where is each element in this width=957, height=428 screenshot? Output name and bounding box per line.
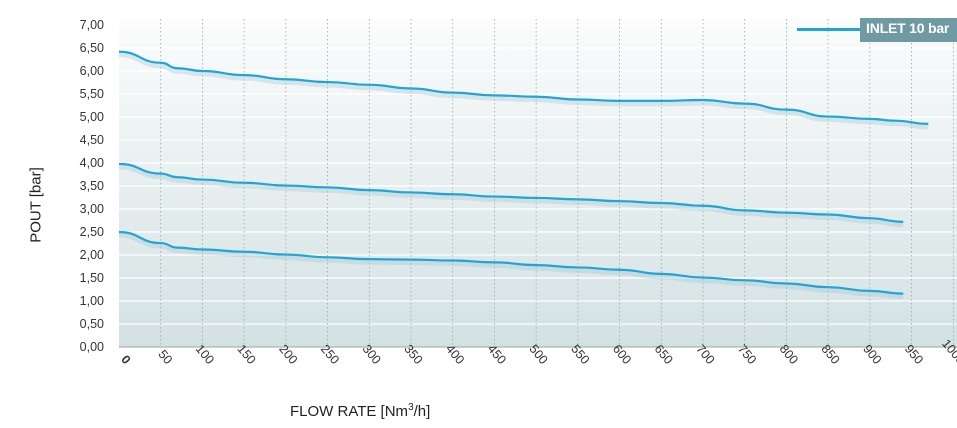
y-tick-label: 6,50 [80,41,104,55]
legend-line-swatch [797,28,860,31]
series-line-1 [118,50,929,125]
y-tick-label: 5,50 [80,87,104,101]
gridlines [119,19,957,348]
y-tick-label: 0,50 [80,317,104,331]
y-tick-label: 7,00 [80,18,104,32]
y-tick-label: 6,00 [80,64,104,78]
y-axis-label: POUT [bar] [27,167,45,243]
y-tick-label: 1,00 [80,294,104,308]
series-shadow [118,164,904,228]
series-shadow [118,52,929,130]
y-tick-label: 3,00 [80,202,104,216]
x-axis-label: FLOW RATE [Nm3/h] [290,402,431,420]
x-tick-label: 50 [155,347,175,367]
y-tick-label: 2,50 [80,225,104,239]
y-tick-label: 4,00 [80,156,104,170]
y-tick-label: 2,00 [80,248,104,262]
y-tick-label: 0,00 [80,340,104,354]
y-tick-label: 1,50 [80,271,104,285]
series-shadow [118,232,904,300]
series-line-2 [118,162,904,223]
y-tick-labels: 0,00 0,50 1,00 1,50 2,00 2,50 3,00 3,50 4,00 4,50… [80,18,104,354]
series-lines [118,50,929,300]
series-line-3 [118,230,904,295]
legend-label: INLET 10 bar [866,20,950,36]
legend-box [860,18,957,42]
y-tick-label: 4,50 [80,133,104,147]
y-tick-label: 3,50 [80,179,104,193]
x-tick-label: 0 [118,353,133,367]
y-tick-label: 5,00 [80,110,104,124]
